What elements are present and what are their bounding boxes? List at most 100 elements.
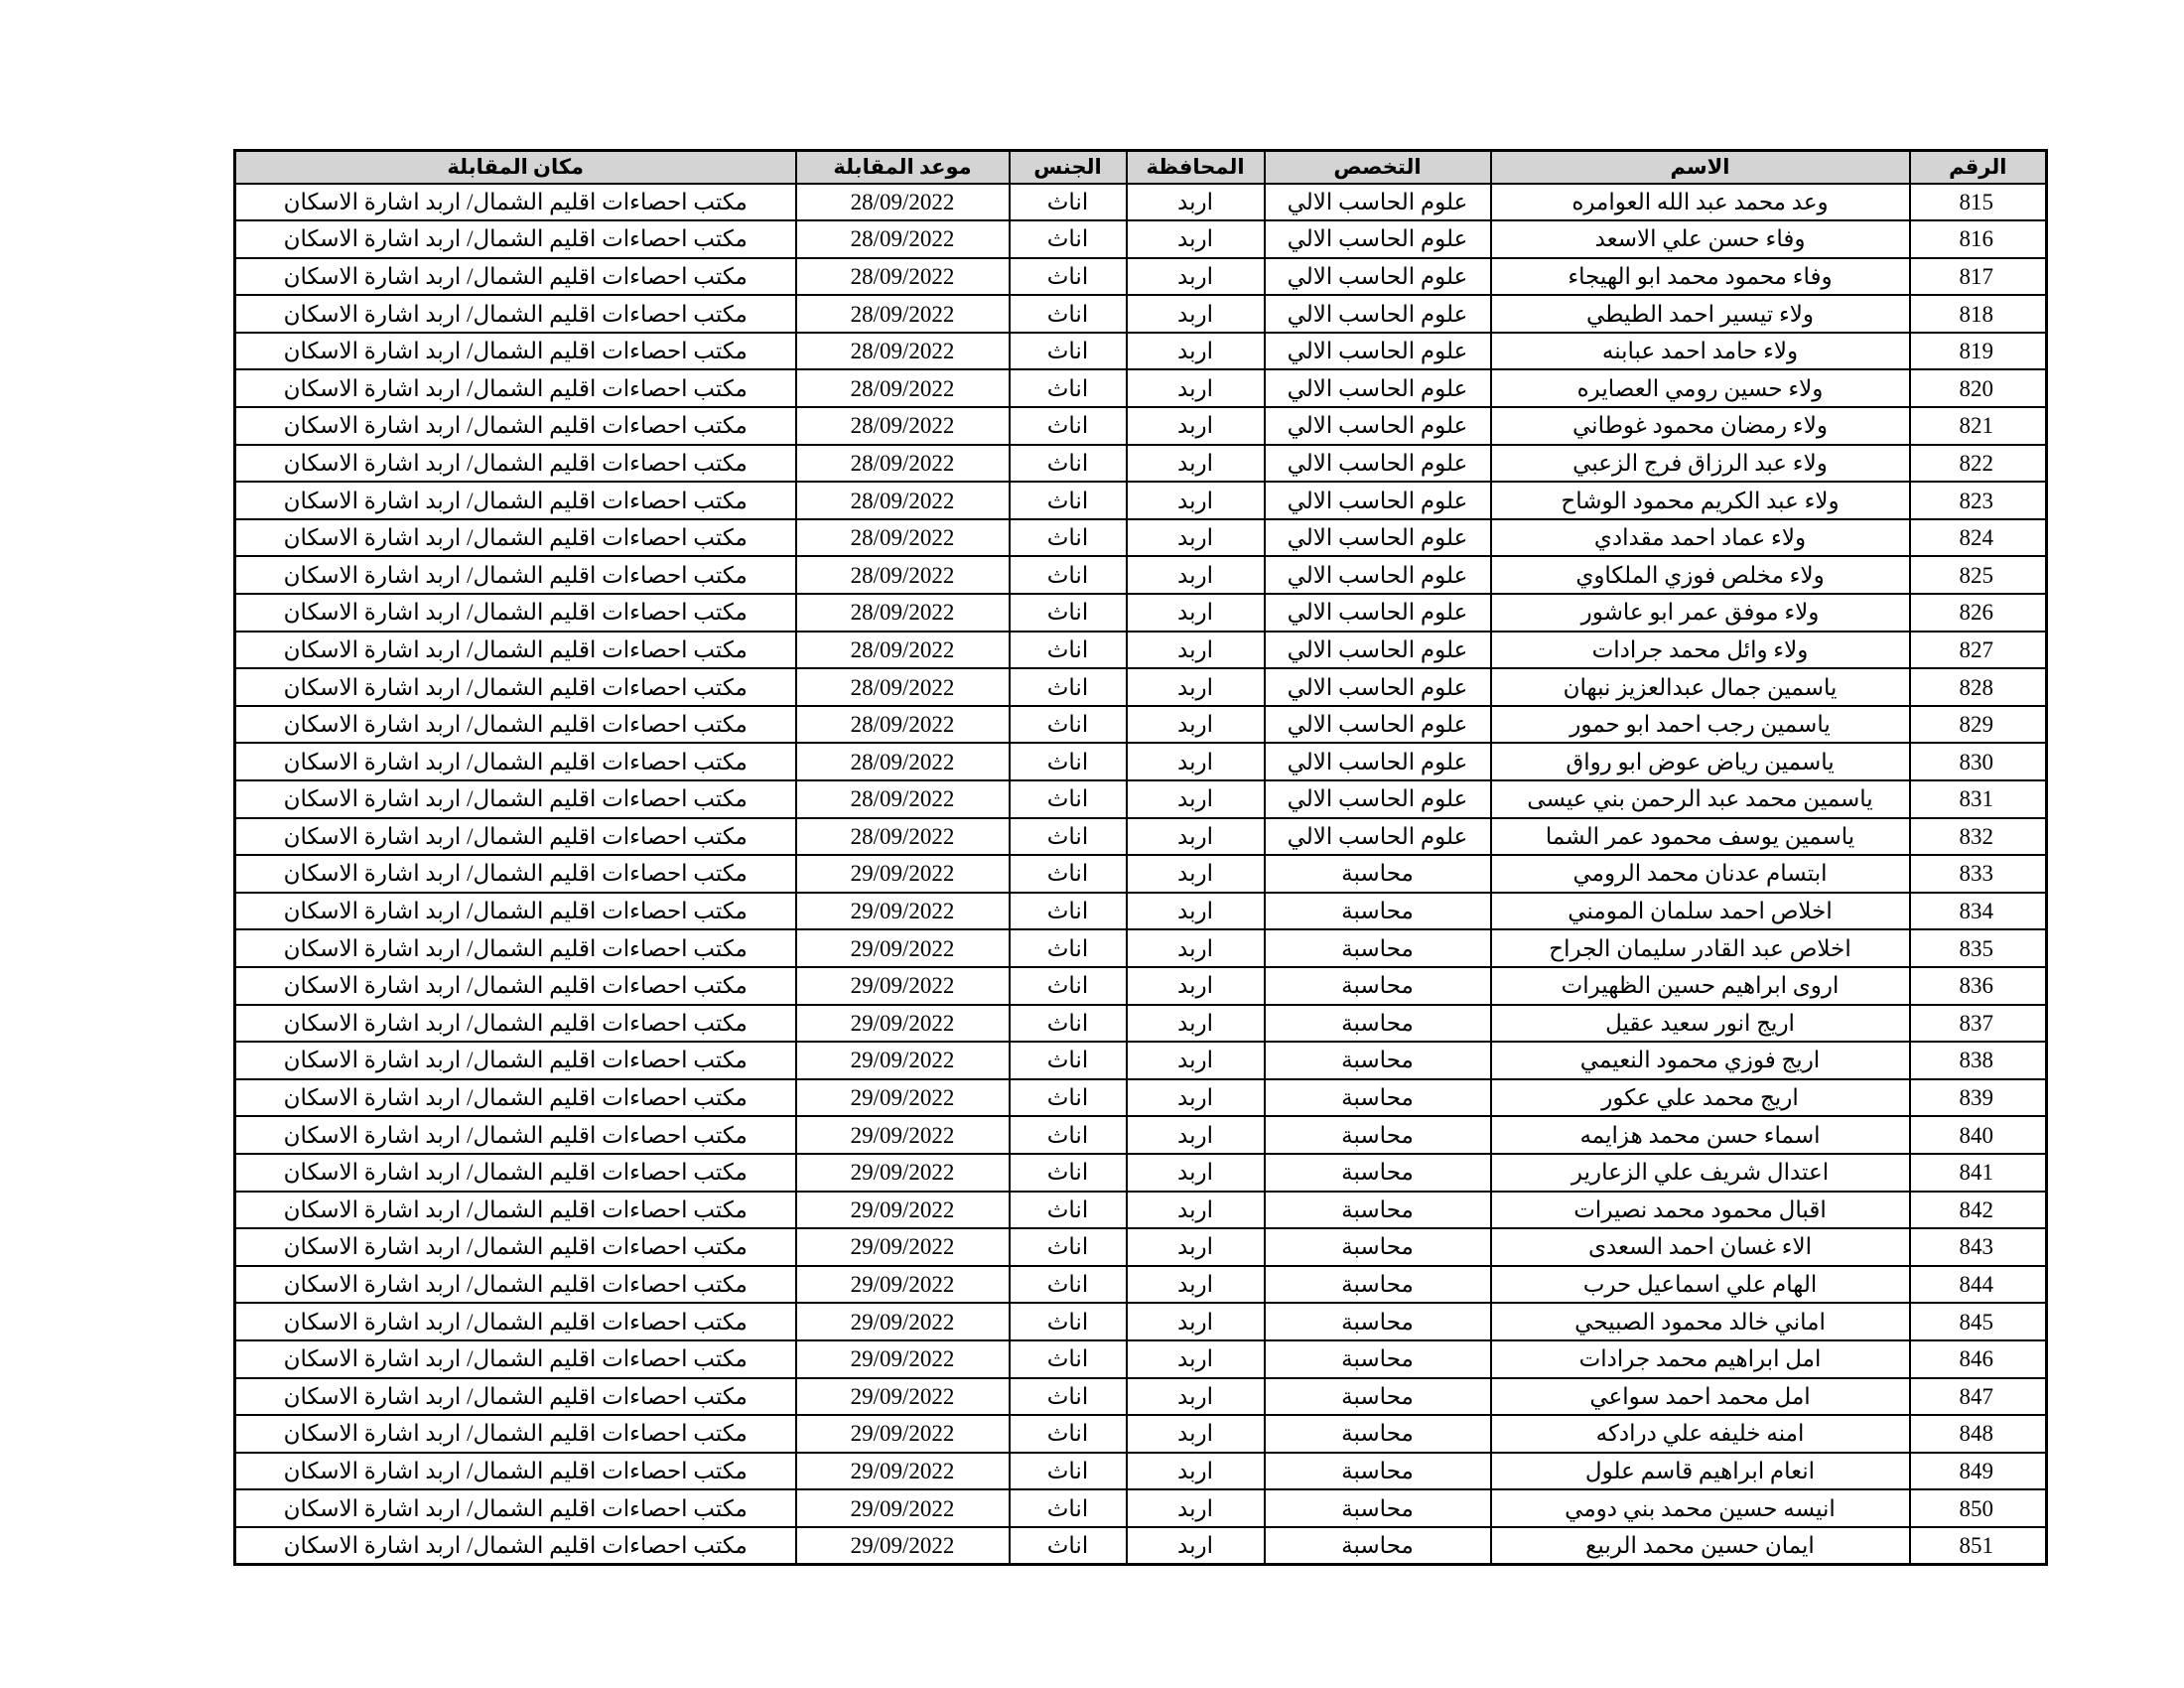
cell-specialization: محاسبة [1263,1376,1492,1417]
cell-gender: اناث [1008,481,1128,520]
cell-governorate: اربد [1125,555,1266,596]
cell-number: 851 [1908,1525,2048,1566]
cell-interview-location: مكتب احصاءات اقليم الشمال/ اربد اشارة ال… [233,779,797,819]
table-row: 830 ياسمين رياض عوض ابو رواق علوم الحاسب ا… [233,742,2048,781]
cell-interview-location: مكتب احصاءات اقليم الشمال/ اربد اشارة ال… [233,1152,797,1193]
cell-gender: اناث [1008,1338,1128,1379]
table-row: 835 اخلاص عبد القادر سليمان الجراح محاسبة ا… [233,928,2048,968]
cell-governorate: اربد [1125,182,1266,222]
cell-number: 839 [1908,1077,2048,1118]
cell-number: 849 [1908,1451,2048,1491]
cell-governorate: اربد [1125,779,1266,819]
cell-governorate: اربد [1125,742,1266,781]
cell-specialization: علوم الحاسب الالي [1263,182,1492,222]
cell-name: اريج فوزي محمود النعيمي [1489,1041,1911,1080]
cell-interview-date: 28/09/2022 [794,816,1011,857]
cell-governorate: اربد [1125,854,1266,894]
cell-interview-location: مكتب احصاءات اقليم الشمال/ اربد اشارة ال… [233,1227,797,1267]
cell-interview-date: 28/09/2022 [794,443,1011,484]
cell-interview-location: مكتب احصاءات اقليم الشمال/ اربد اشارة ال… [233,1488,797,1528]
table-row: 824 ولاء عماد احمد مقدادي علوم الحاسب الال… [233,517,2048,558]
cell-specialization: علوم الحاسب الالي [1263,742,1492,781]
cell-interview-location: مكتب احصاءات اقليم الشمال/ اربد اشارة ال… [233,182,797,222]
cell-interview-date: 29/09/2022 [794,1264,1011,1305]
cell-number: 838 [1908,1041,2048,1080]
cell-interview-date: 29/09/2022 [794,1115,1011,1155]
cell-name: امل ابراهيم محمد جرادات [1489,1338,1911,1379]
cell-interview-location: مكتب احصاءات اقليم الشمال/ اربد اشارة ال… [233,1338,797,1379]
cell-interview-date: 28/09/2022 [794,219,1011,259]
cell-interview-location: مكتب احصاءات اقليم الشمال/ اربد اشارة ال… [233,667,797,707]
cell-number: 827 [1908,630,2048,670]
cell-interview-date: 28/09/2022 [794,704,1011,745]
cell-interview-location: مكتب احصاءات اقليم الشمال/ اربد اشارة ال… [233,1302,797,1341]
cell-name: اماني خالد محمود الصبيحي [1489,1302,1911,1341]
cell-interview-date: 28/09/2022 [794,517,1011,558]
cell-number: 823 [1908,481,2048,520]
cell-specialization: علوم الحاسب الالي [1263,555,1492,596]
cell-interview-date: 29/09/2022 [794,854,1011,894]
table-row: 843 الاء غسان احمد السعدى محاسبة اربد اناث 29… [233,1227,2048,1267]
cell-governorate: اربد [1125,1190,1266,1230]
cell-interview-date: 28/09/2022 [794,368,1011,409]
cell-number: 832 [1908,816,2048,857]
table-row: 850 انيسه حسين محمد بني دومي محاسبة اربد انا… [233,1488,2048,1528]
cell-interview-location: مكتب احصاءات اقليم الشمال/ اربد اشارة ال… [233,1414,797,1454]
cell-number: 825 [1908,555,2048,596]
cell-interview-date: 29/09/2022 [794,928,1011,968]
cell-name: ولاء عبد الرزاق فرج الزعبي [1489,443,1911,484]
cell-gender: اناث [1008,630,1128,670]
cell-number: 837 [1908,1003,2048,1044]
cell-name: اسماء حسن محمد هزايمه [1489,1115,1911,1155]
cell-interview-location: مكتب احصاءات اقليم الشمال/ اربد اشارة ال… [233,294,797,334]
cell-name: ياسمين يوسف محمود عمر الشما [1489,816,1911,857]
table-row: 821 ولاء رمضان محمود غوطاني علوم الحاسب ال… [233,406,2048,446]
cell-specialization: علوم الحاسب الالي [1263,779,1492,819]
cell-gender: اناث [1008,1488,1128,1528]
table-row: 822 ولاء عبد الرزاق فرج الزعبي علوم الحاسب… [233,443,2048,484]
cell-name: ايمان حسين محمد الربيع [1489,1525,1911,1566]
cell-governorate: اربد [1125,816,1266,857]
cell-interview-date: 29/09/2022 [794,1152,1011,1193]
cell-specialization: علوم الحاسب الالي [1263,368,1492,409]
cell-gender: اناث [1008,704,1128,745]
cell-interview-location: مكتب احصاءات اقليم الشمال/ اربد اشارة ال… [233,1190,797,1230]
cell-name: ولاء حامد احمد عبابنه [1489,331,1911,371]
cell-governorate: اربد [1125,1227,1266,1267]
table-row: 840 اسماء حسن محمد هزايمه محاسبة اربد اناث 29… [233,1115,2048,1155]
cell-interview-date: 28/09/2022 [794,593,1011,633]
cell-interview-location: مكتب احصاءات اقليم الشمال/ اربد اشارة ال… [233,1376,797,1417]
cell-gender: اناث [1008,1451,1128,1491]
cell-specialization: علوم الحاسب الالي [1263,630,1492,670]
cell-name: ياسمين رجب احمد ابو حمور [1489,704,1911,745]
cell-name: اخلاص احمد سلمان المومني [1489,891,1911,931]
cell-gender: اناث [1008,555,1128,596]
cell-interview-location: مكتب احصاءات اقليم الشمال/ اربد اشارة ال… [233,1451,797,1491]
table-row: 845 اماني خالد محمود الصبيحي محاسبة اربد انا… [233,1302,2048,1341]
header-row: الرقم الاسم التخصص المحافظة الجنس موعد ا… [233,149,2048,185]
cell-interview-date: 29/09/2022 [794,1190,1011,1230]
col-header-governorate: المحافظة [1125,149,1266,185]
cell-number: 836 [1908,965,2048,1006]
cell-name: وعد محمد عبد الله العوامره [1489,182,1911,222]
cell-interview-location: مكتب احصاءات اقليم الشمال/ اربد اشارة ال… [233,406,797,446]
cell-interview-location: مكتب احصاءات اقليم الشمال/ اربد اشارة ال… [233,704,797,745]
cell-name: اريج محمد علي عكور [1489,1077,1911,1118]
table-row: 836 اروى ابراهيم حسين الظهيرات محاسبة اربد ا… [233,965,2048,1006]
cell-number: 848 [1908,1414,2048,1454]
cell-governorate: اربد [1125,630,1266,670]
cell-interview-date: 28/09/2022 [794,331,1011,371]
cell-governorate: اربد [1125,1041,1266,1080]
cell-gender: اناث [1008,443,1128,484]
cell-specialization: محاسبة [1263,1115,1492,1155]
cell-specialization: علوم الحاسب الالي [1263,256,1492,297]
cell-number: 844 [1908,1264,2048,1305]
cell-interview-location: مكتب احصاءات اقليم الشمال/ اربد اشارة ال… [233,816,797,857]
cell-specialization: محاسبة [1263,1190,1492,1230]
table-row: 844 الهام علي اسماعيل حرب محاسبة اربد اناث 29… [233,1264,2048,1305]
cell-interview-date: 28/09/2022 [794,481,1011,520]
cell-specialization: علوم الحاسب الالي [1263,816,1492,857]
cell-gender: اناث [1008,1227,1128,1267]
cell-interview-date: 28/09/2022 [794,742,1011,781]
cell-governorate: اربد [1125,331,1266,371]
